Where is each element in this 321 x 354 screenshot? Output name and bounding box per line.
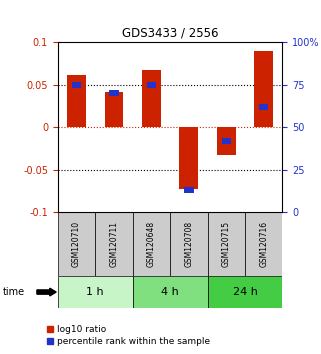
Text: GSM120716: GSM120716 [259, 221, 268, 267]
Bar [67, 75, 86, 127]
Text: GSM120710: GSM120710 [72, 221, 81, 267]
Bar [259, 104, 268, 110]
Bar [170, 212, 208, 276]
Bar [95, 212, 133, 276]
Bar [58, 276, 133, 308]
Text: 24 h: 24 h [233, 287, 257, 297]
Bar [221, 138, 231, 144]
Bar [208, 212, 245, 276]
Bar [142, 70, 161, 127]
Bar [184, 187, 194, 193]
Bar [72, 82, 81, 88]
Bar [147, 82, 156, 88]
Bar [109, 91, 119, 96]
Text: time: time [3, 287, 25, 297]
Bar [179, 127, 198, 189]
Bar [245, 212, 282, 276]
Bar [254, 51, 273, 127]
Text: GSM120715: GSM120715 [222, 221, 231, 267]
Bar [217, 127, 236, 155]
Text: 4 h: 4 h [161, 287, 179, 297]
Text: 1 h: 1 h [86, 287, 104, 297]
Text: GSM120708: GSM120708 [184, 221, 193, 267]
Text: GSM120711: GSM120711 [109, 221, 118, 267]
Bar [133, 212, 170, 276]
Bar [133, 276, 208, 308]
Legend: log10 ratio, percentile rank within the sample: log10 ratio, percentile rank within the … [43, 321, 213, 349]
Title: GDS3433 / 2556: GDS3433 / 2556 [122, 27, 218, 40]
Bar [58, 212, 95, 276]
Bar [105, 92, 123, 127]
Text: GSM120648: GSM120648 [147, 221, 156, 267]
Bar [208, 276, 282, 308]
